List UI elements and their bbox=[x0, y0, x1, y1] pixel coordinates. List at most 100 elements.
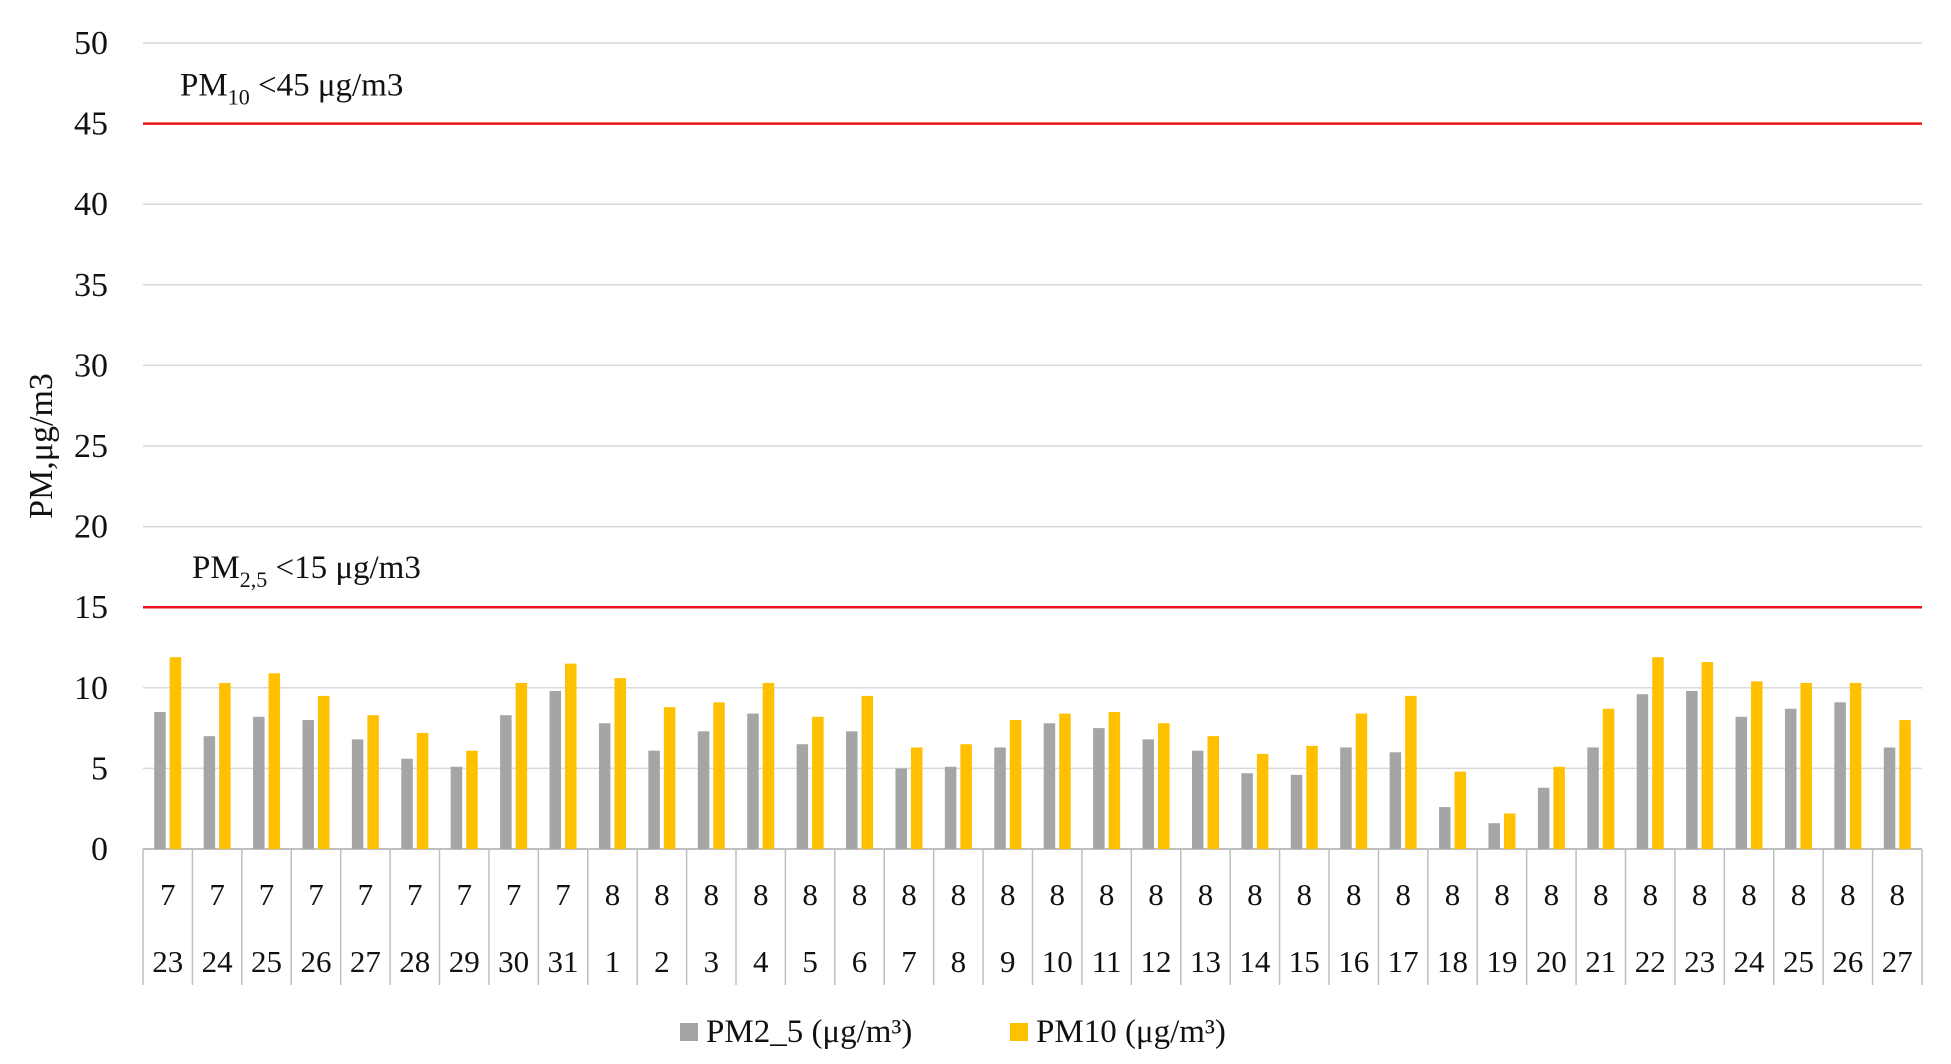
x-tick-label-month: 7 bbox=[358, 877, 374, 912]
bar-pm2-5 bbox=[1636, 694, 1649, 849]
bar-pm2-5 bbox=[1587, 747, 1599, 849]
bar-pm2-5 bbox=[500, 715, 512, 849]
bar-pm2-5 bbox=[1093, 728, 1105, 849]
bar-pm2-5 bbox=[1439, 807, 1451, 849]
bar-pm2-5 bbox=[1834, 702, 1846, 849]
x-tick-label-day: 24 bbox=[202, 944, 234, 979]
x-tick-label-day: 2 bbox=[654, 944, 670, 979]
bar-pm2-5 bbox=[1686, 691, 1698, 849]
bar-pm10 bbox=[1602, 708, 1615, 849]
bar-pm10 bbox=[1158, 723, 1170, 849]
bar-pm2-5 bbox=[450, 766, 463, 849]
y-tick-label: 30 bbox=[74, 347, 108, 384]
bar-pm2-5 bbox=[1290, 774, 1303, 849]
x-tick-label-day: 11 bbox=[1092, 944, 1122, 979]
x-tick-label-month: 7 bbox=[506, 877, 522, 912]
bar-pm10 bbox=[1899, 720, 1911, 849]
bar-pm10 bbox=[1454, 771, 1467, 849]
bar-pm10 bbox=[169, 657, 182, 849]
bar-pm2-5 bbox=[747, 713, 759, 849]
x-tick-label-month: 7 bbox=[259, 877, 275, 912]
bar-pm10 bbox=[1207, 736, 1219, 849]
x-tick-label-day: 23 bbox=[152, 944, 183, 979]
bar-pm2-5 bbox=[1142, 739, 1155, 849]
x-tick-label-month: 8 bbox=[1049, 877, 1065, 912]
x-tick-label-day: 12 bbox=[1141, 944, 1172, 979]
x-tick-label-month: 8 bbox=[1741, 877, 1757, 912]
x-tick-label-month: 8 bbox=[1198, 877, 1214, 912]
x-tick-label-month: 8 bbox=[1642, 877, 1658, 912]
y-tick-label: 25 bbox=[74, 428, 108, 465]
x-tick-label-day: 24 bbox=[1734, 944, 1766, 979]
bar-pm2-5 bbox=[944, 766, 957, 849]
x-tick-label-day: 23 bbox=[1684, 944, 1715, 979]
x-tick-label-month: 7 bbox=[407, 877, 423, 912]
bar-pm10 bbox=[1652, 657, 1664, 849]
bar-pm2-5 bbox=[648, 750, 660, 849]
x-tick-label-month: 8 bbox=[1099, 877, 1115, 912]
bar-pm2-5 bbox=[697, 731, 710, 849]
x-tick-label-day: 9 bbox=[1000, 944, 1016, 979]
bar-pm10 bbox=[219, 682, 231, 849]
bar-pm2-5 bbox=[1389, 752, 1402, 849]
x-tick-label-day: 29 bbox=[449, 944, 480, 979]
x-tick-label-day: 26 bbox=[300, 944, 331, 979]
x-tick-label-month: 8 bbox=[654, 877, 670, 912]
legend: PM2_5 (μg/m³) PM10 (μg/m³) bbox=[680, 1014, 1226, 1050]
bar-pm10 bbox=[1800, 682, 1812, 849]
bar-pm10 bbox=[1256, 753, 1269, 849]
y-tick-label: 15 bbox=[74, 589, 108, 626]
x-tick-label-day: 1 bbox=[605, 944, 621, 979]
y-tick-label: 45 bbox=[74, 106, 108, 143]
legend-label-pm10: PM10 (μg/m³) bbox=[1036, 1014, 1226, 1050]
x-tick-label-month: 7 bbox=[308, 877, 324, 912]
x-tick-label-month: 8 bbox=[901, 877, 917, 912]
bar-pm2-5 bbox=[1488, 823, 1500, 849]
x-tick-label-day: 21 bbox=[1585, 944, 1616, 979]
x-tick-label-day: 14 bbox=[1239, 944, 1271, 979]
x-tick-label-month: 7 bbox=[456, 877, 472, 912]
bar-pm10 bbox=[1306, 745, 1318, 849]
x-tick-label-month: 8 bbox=[1544, 877, 1560, 912]
bar-pm10 bbox=[1503, 813, 1516, 849]
x-tick-label-month: 8 bbox=[802, 877, 818, 912]
bar-pm2-5 bbox=[796, 744, 809, 849]
bar-pm2-5 bbox=[302, 720, 314, 849]
x-tick-label-month: 8 bbox=[1247, 877, 1263, 912]
bar-pm2-5 bbox=[1784, 708, 1797, 849]
bar-pm2-5 bbox=[154, 711, 166, 849]
x-tick-label-day: 7 bbox=[901, 944, 917, 979]
bar-pm10 bbox=[466, 750, 478, 849]
bar-pm2-5 bbox=[1340, 747, 1352, 849]
bar-pm2-5 bbox=[1191, 750, 1204, 849]
bar-pm10 bbox=[812, 716, 824, 849]
bar-pm10 bbox=[1059, 713, 1071, 849]
bar-pm2-5 bbox=[351, 739, 364, 849]
reference-lines: PM10 <45 μg/m3 PM2,5 <15 μg/m3 bbox=[143, 68, 1922, 609]
bar-pm10 bbox=[960, 744, 972, 849]
x-tick-label-month: 8 bbox=[753, 877, 769, 912]
x-tick-label-day: 6 bbox=[852, 944, 868, 979]
x-tick-label-day: 15 bbox=[1289, 944, 1320, 979]
x-tick-label-month: 7 bbox=[555, 877, 571, 912]
x-tick-label-month: 8 bbox=[1593, 877, 1609, 912]
bar-pm10 bbox=[713, 702, 725, 849]
x-tick-label-month: 8 bbox=[852, 877, 868, 912]
x-tick-label-month: 8 bbox=[605, 877, 621, 912]
x-tick-label-day: 4 bbox=[753, 944, 769, 979]
bar-pm10 bbox=[515, 682, 528, 849]
bar-pm2-5 bbox=[598, 723, 611, 849]
y-tick-label: 35 bbox=[74, 267, 108, 304]
bar-pm10 bbox=[565, 663, 577, 849]
bar-pm10 bbox=[614, 678, 626, 849]
x-tick-label-day: 20 bbox=[1536, 944, 1567, 979]
reference-line-label: PM2,5 <15 μg/m3 bbox=[192, 550, 421, 592]
bar-pm2-5 bbox=[253, 716, 265, 849]
bar-pm10 bbox=[317, 695, 330, 849]
x-tick-label-month: 8 bbox=[1000, 877, 1016, 912]
x-tick-label-month: 8 bbox=[1445, 877, 1461, 912]
x-tick-label-month: 8 bbox=[1148, 877, 1164, 912]
bars bbox=[154, 657, 1911, 849]
x-tick-label-month: 8 bbox=[1692, 877, 1708, 912]
bar-pm10 bbox=[367, 715, 379, 849]
